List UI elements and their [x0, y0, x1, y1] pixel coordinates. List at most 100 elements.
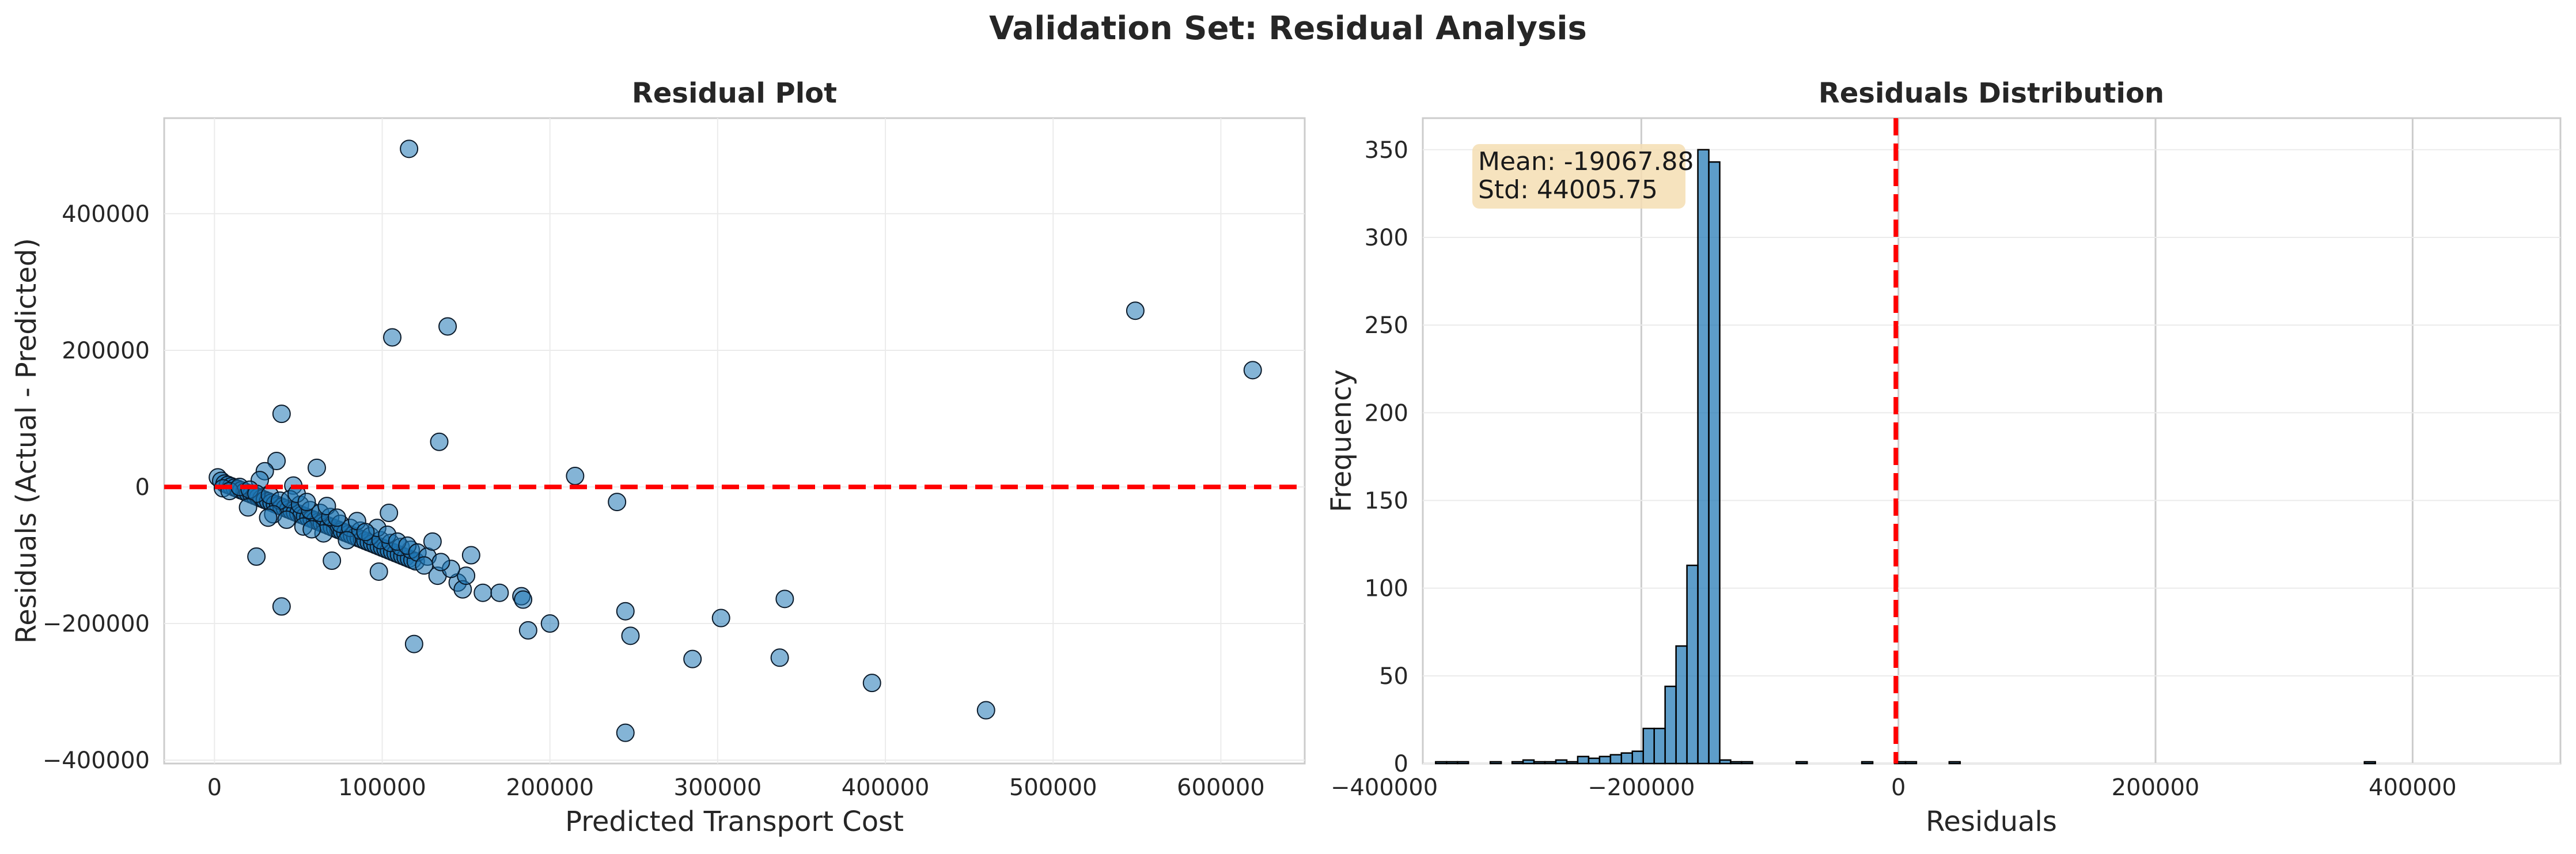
histogram-bar — [1566, 761, 1579, 765]
scatter-point — [317, 497, 336, 516]
scatter-point — [461, 546, 480, 565]
scatter-point — [711, 609, 730, 628]
residual-plot-xlabel: Predicted Transport Cost — [565, 806, 904, 838]
histogram-bar — [1664, 685, 1677, 765]
stats-std: Std: 44005.75 — [1478, 175, 1658, 205]
histogram-bar — [1795, 761, 1808, 765]
stats-box-background — [1472, 144, 1685, 209]
residual-plot-area — [163, 117, 1306, 765]
histogram-bar — [1861, 761, 1874, 765]
scatter-point — [430, 432, 449, 451]
residual-histogram-title: Residuals Distribution — [1819, 77, 2164, 109]
histogram-bar — [1544, 761, 1557, 765]
scatter-point — [297, 493, 316, 512]
residual-plot-panel: 0 100000 200000 300000 400000 500000 600000 −40… — [10, 77, 1306, 838]
histogram-bar — [1675, 645, 1688, 765]
y-tick-label: 250 — [1365, 312, 1408, 339]
y-tick-label: 350 — [1365, 137, 1408, 164]
scatter-point — [438, 317, 457, 336]
histogram-bar — [1620, 752, 1634, 765]
x-tick-label: 400000 — [842, 774, 930, 801]
histogram-bar — [1642, 727, 1655, 765]
x-tick-label: 0 — [1891, 774, 1906, 801]
scatter-point — [356, 523, 375, 542]
histogram-bar — [1708, 161, 1721, 765]
scatter-point — [272, 405, 291, 424]
residual-histogram-ticks: −400000 −200000 0 200000 400000 0 50 100 150 200 2… — [1331, 137, 2457, 801]
scatter-point — [380, 504, 399, 523]
scatter-point — [307, 458, 326, 477]
scatter-point — [247, 547, 266, 566]
scatter-point — [683, 649, 702, 668]
scatter-point — [862, 674, 881, 693]
y-tick-label: 300 — [1365, 225, 1408, 251]
x-tick-label: 400000 — [2369, 774, 2457, 801]
scatter-point — [327, 508, 346, 527]
y-tick-label: −200000 — [43, 611, 150, 637]
histogram-bar — [2363, 761, 2376, 765]
histogram-bar — [1653, 727, 1666, 765]
scatter-point — [302, 520, 321, 539]
scatter-point — [267, 451, 286, 470]
scatter-point — [423, 532, 442, 551]
y-tick-label: 0 — [1394, 751, 1408, 777]
y-tick-label: 200 — [1365, 400, 1408, 426]
scatter-point — [976, 701, 995, 720]
scatter-point — [540, 614, 559, 633]
residual-histogram-bars — [1435, 149, 2376, 765]
histogram-bar — [1457, 761, 1469, 765]
scatter-point — [369, 562, 388, 581]
y-tick-label: 400000 — [62, 201, 150, 228]
scatter-point — [457, 566, 476, 585]
histogram-bar — [1631, 750, 1644, 765]
histogram-bar — [1577, 755, 1590, 765]
x-tick-label: 300000 — [674, 774, 762, 801]
residual-plot-title: Residual Plot — [632, 77, 837, 109]
residual-histogram-xlabel: Residuals — [1926, 806, 2057, 838]
scatter-point — [473, 583, 493, 602]
scatter-point — [770, 648, 789, 667]
x-tick-label: 600000 — [1177, 774, 1265, 801]
scatter-point — [400, 139, 419, 158]
residual-histogram-ylabel: Frequency — [1325, 369, 1358, 512]
histogram-bar — [1741, 761, 1753, 765]
scatter-point — [608, 493, 627, 512]
histogram-bar — [1697, 149, 1710, 765]
scatter-point — [775, 590, 794, 609]
histogram-bar — [1522, 759, 1535, 765]
scatter-point — [566, 467, 585, 486]
scatter-point — [404, 634, 423, 653]
residual-histogram-panel: −400000 −200000 0 200000 400000 0 50 100 150 200 2… — [1325, 77, 2562, 838]
x-tick-label: 0 — [207, 774, 222, 801]
y-tick-label: 50 — [1379, 663, 1408, 690]
residual-plot-ticks: 0 100000 200000 300000 400000 500000 600000 −40… — [43, 201, 1265, 801]
y-tick-label: −400000 — [43, 747, 150, 774]
x-tick-label: −200000 — [1588, 774, 1695, 801]
histogram-bar — [1555, 759, 1568, 765]
histogram-bar — [1904, 761, 1918, 765]
scatter-point — [621, 626, 640, 645]
scatter-point — [431, 553, 450, 572]
histogram-bar — [1435, 761, 1448, 765]
histogram-bar — [1609, 754, 1623, 765]
residual-plot-ylabel: Residuals (Actual - Predicted) — [10, 238, 43, 644]
scatter-point — [616, 602, 635, 621]
x-tick-label: 500000 — [1009, 774, 1097, 801]
y-tick-label: 0 — [135, 474, 150, 501]
x-tick-label: 100000 — [338, 774, 426, 801]
residual-histogram-area — [1422, 117, 2562, 765]
histogram-bar — [1446, 761, 1459, 765]
histogram-bar — [1686, 564, 1699, 765]
histogram-bar — [1511, 761, 1524, 765]
x-tick-label: −400000 — [1331, 774, 1438, 801]
histogram-bar — [1598, 755, 1612, 765]
x-tick-label: 200000 — [506, 774, 594, 801]
y-tick-label: 100 — [1365, 576, 1408, 602]
scatter-point — [514, 590, 533, 609]
histogram-bar — [1489, 761, 1502, 765]
scatter-point — [1243, 361, 1262, 380]
histogram-bar — [1730, 761, 1742, 765]
stats-box: Mean: -19067.88 Std: 44005.75 — [1472, 144, 1694, 209]
x-tick-label: 200000 — [2112, 774, 2200, 801]
